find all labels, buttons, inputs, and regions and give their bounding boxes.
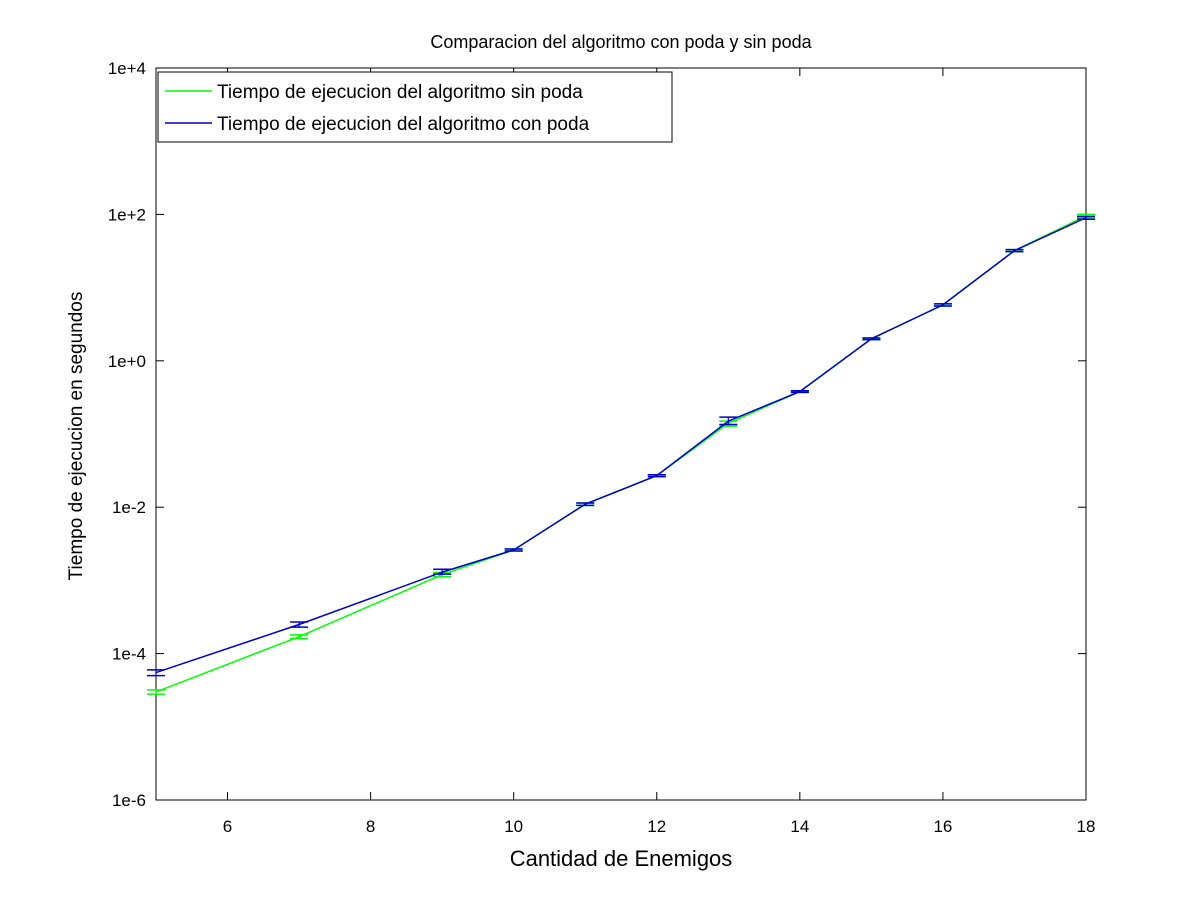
series-line-1 <box>155 217 1087 674</box>
x-axis-title: Cantidad de Enemigos <box>510 846 733 871</box>
y-tick-label: 1e-2 <box>112 498 146 517</box>
chart-title: Comparacion del algoritmo con poda y sin… <box>430 32 812 52</box>
y-tick-label: 1e+2 <box>108 205 146 224</box>
x-tick-label: 12 <box>647 817 666 836</box>
y-axis-title: Tiempo de ejecucion en segundos <box>66 292 87 581</box>
x-tick-label: 18 <box>1077 817 1096 836</box>
legend: Tiempo de ejecucion del algoritmo sin po… <box>157 71 673 143</box>
legend-box <box>157 71 673 143</box>
x-tick-label: 10 <box>504 817 523 836</box>
legend-label-con-poda: Tiempo de ejecucion del algoritmo con po… <box>217 114 590 135</box>
x-tick-label: 16 <box>933 817 952 836</box>
x-tick-label: 14 <box>790 817 809 836</box>
y-tick-label: 1e+4 <box>108 59 146 78</box>
plot-area: 6 8 10 12 14 16 18 1e-6 1e-4 1e-2 1e+0 1e+2 1e+4 <box>108 59 1096 836</box>
x-tick-label: 8 <box>366 817 375 836</box>
y-tick-label: 1e-4 <box>112 645 146 664</box>
y-tick-label: 1e+0 <box>108 352 146 371</box>
y-tick-label: 1e-6 <box>112 791 146 810</box>
legend-label-sin-poda: Tiempo de ejecucion del algoritmo sin po… <box>217 82 583 103</box>
x-tick-label: 6 <box>223 817 232 836</box>
plot-frame <box>155 67 1087 801</box>
